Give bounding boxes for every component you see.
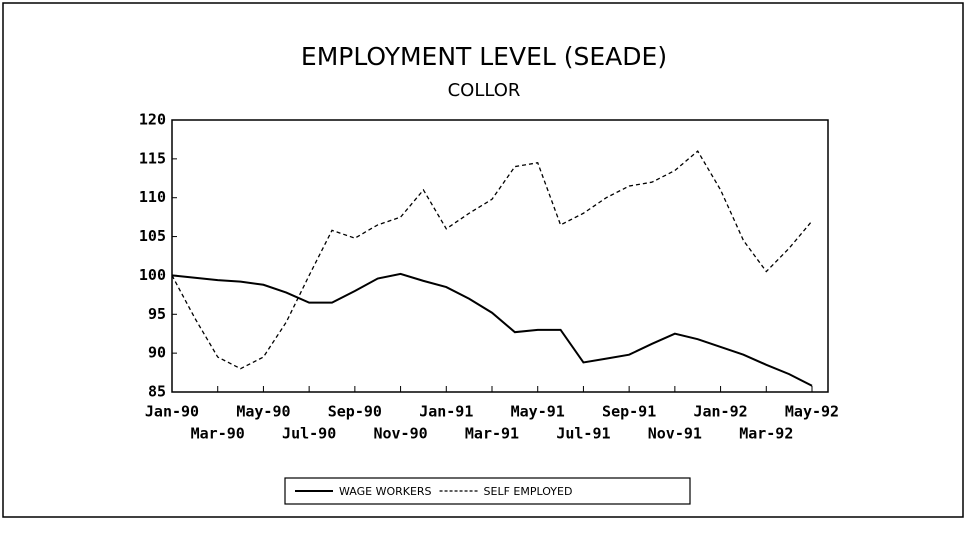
x-tick-label: Nov-91 [648,425,702,443]
x-tick-label: Jul-90 [282,425,336,443]
y-tick-label: 120 [139,111,166,129]
y-tick-label: 85 [148,383,166,401]
legend-label: SELF EMPLOYED [484,485,573,498]
y-tick-label: 105 [139,227,166,245]
plot-area [171,119,829,393]
chart-subtitle: COLLOR [448,80,521,101]
x-tick-label: Sep-90 [328,403,382,421]
x-tick-label: Jan-90 [145,403,199,421]
x-tick-label: May-92 [785,403,839,421]
legend-box [284,477,691,505]
series-line [171,272,813,387]
x-tick-label: Nov-90 [373,425,427,443]
chart-title: EMPLOYMENT LEVEL (SEADE) [301,42,667,71]
y-tick-label: 95 [148,305,166,323]
x-tick-label: Mar-91 [465,425,519,443]
y-tick-label: 115 [139,149,166,167]
x-tick-label: Jul-91 [556,425,610,443]
x-tick-label: Mar-92 [739,425,793,443]
legend-label: WAGE WORKERS [339,485,432,498]
x-tick-label: Jan-92 [693,403,747,421]
x-tick-label: May-90 [236,403,290,421]
x-tick-label: Jan-91 [419,403,473,421]
series-line [171,150,813,370]
y-tick-label: 100 [139,266,166,284]
x-tick-label: May-91 [511,403,565,421]
y-tick-label: 90 [148,344,166,362]
y-tick-label: 110 [139,188,166,206]
frame [2,2,964,518]
x-tick-label: Mar-90 [191,425,245,443]
x-tick-label: Sep-91 [602,403,656,421]
